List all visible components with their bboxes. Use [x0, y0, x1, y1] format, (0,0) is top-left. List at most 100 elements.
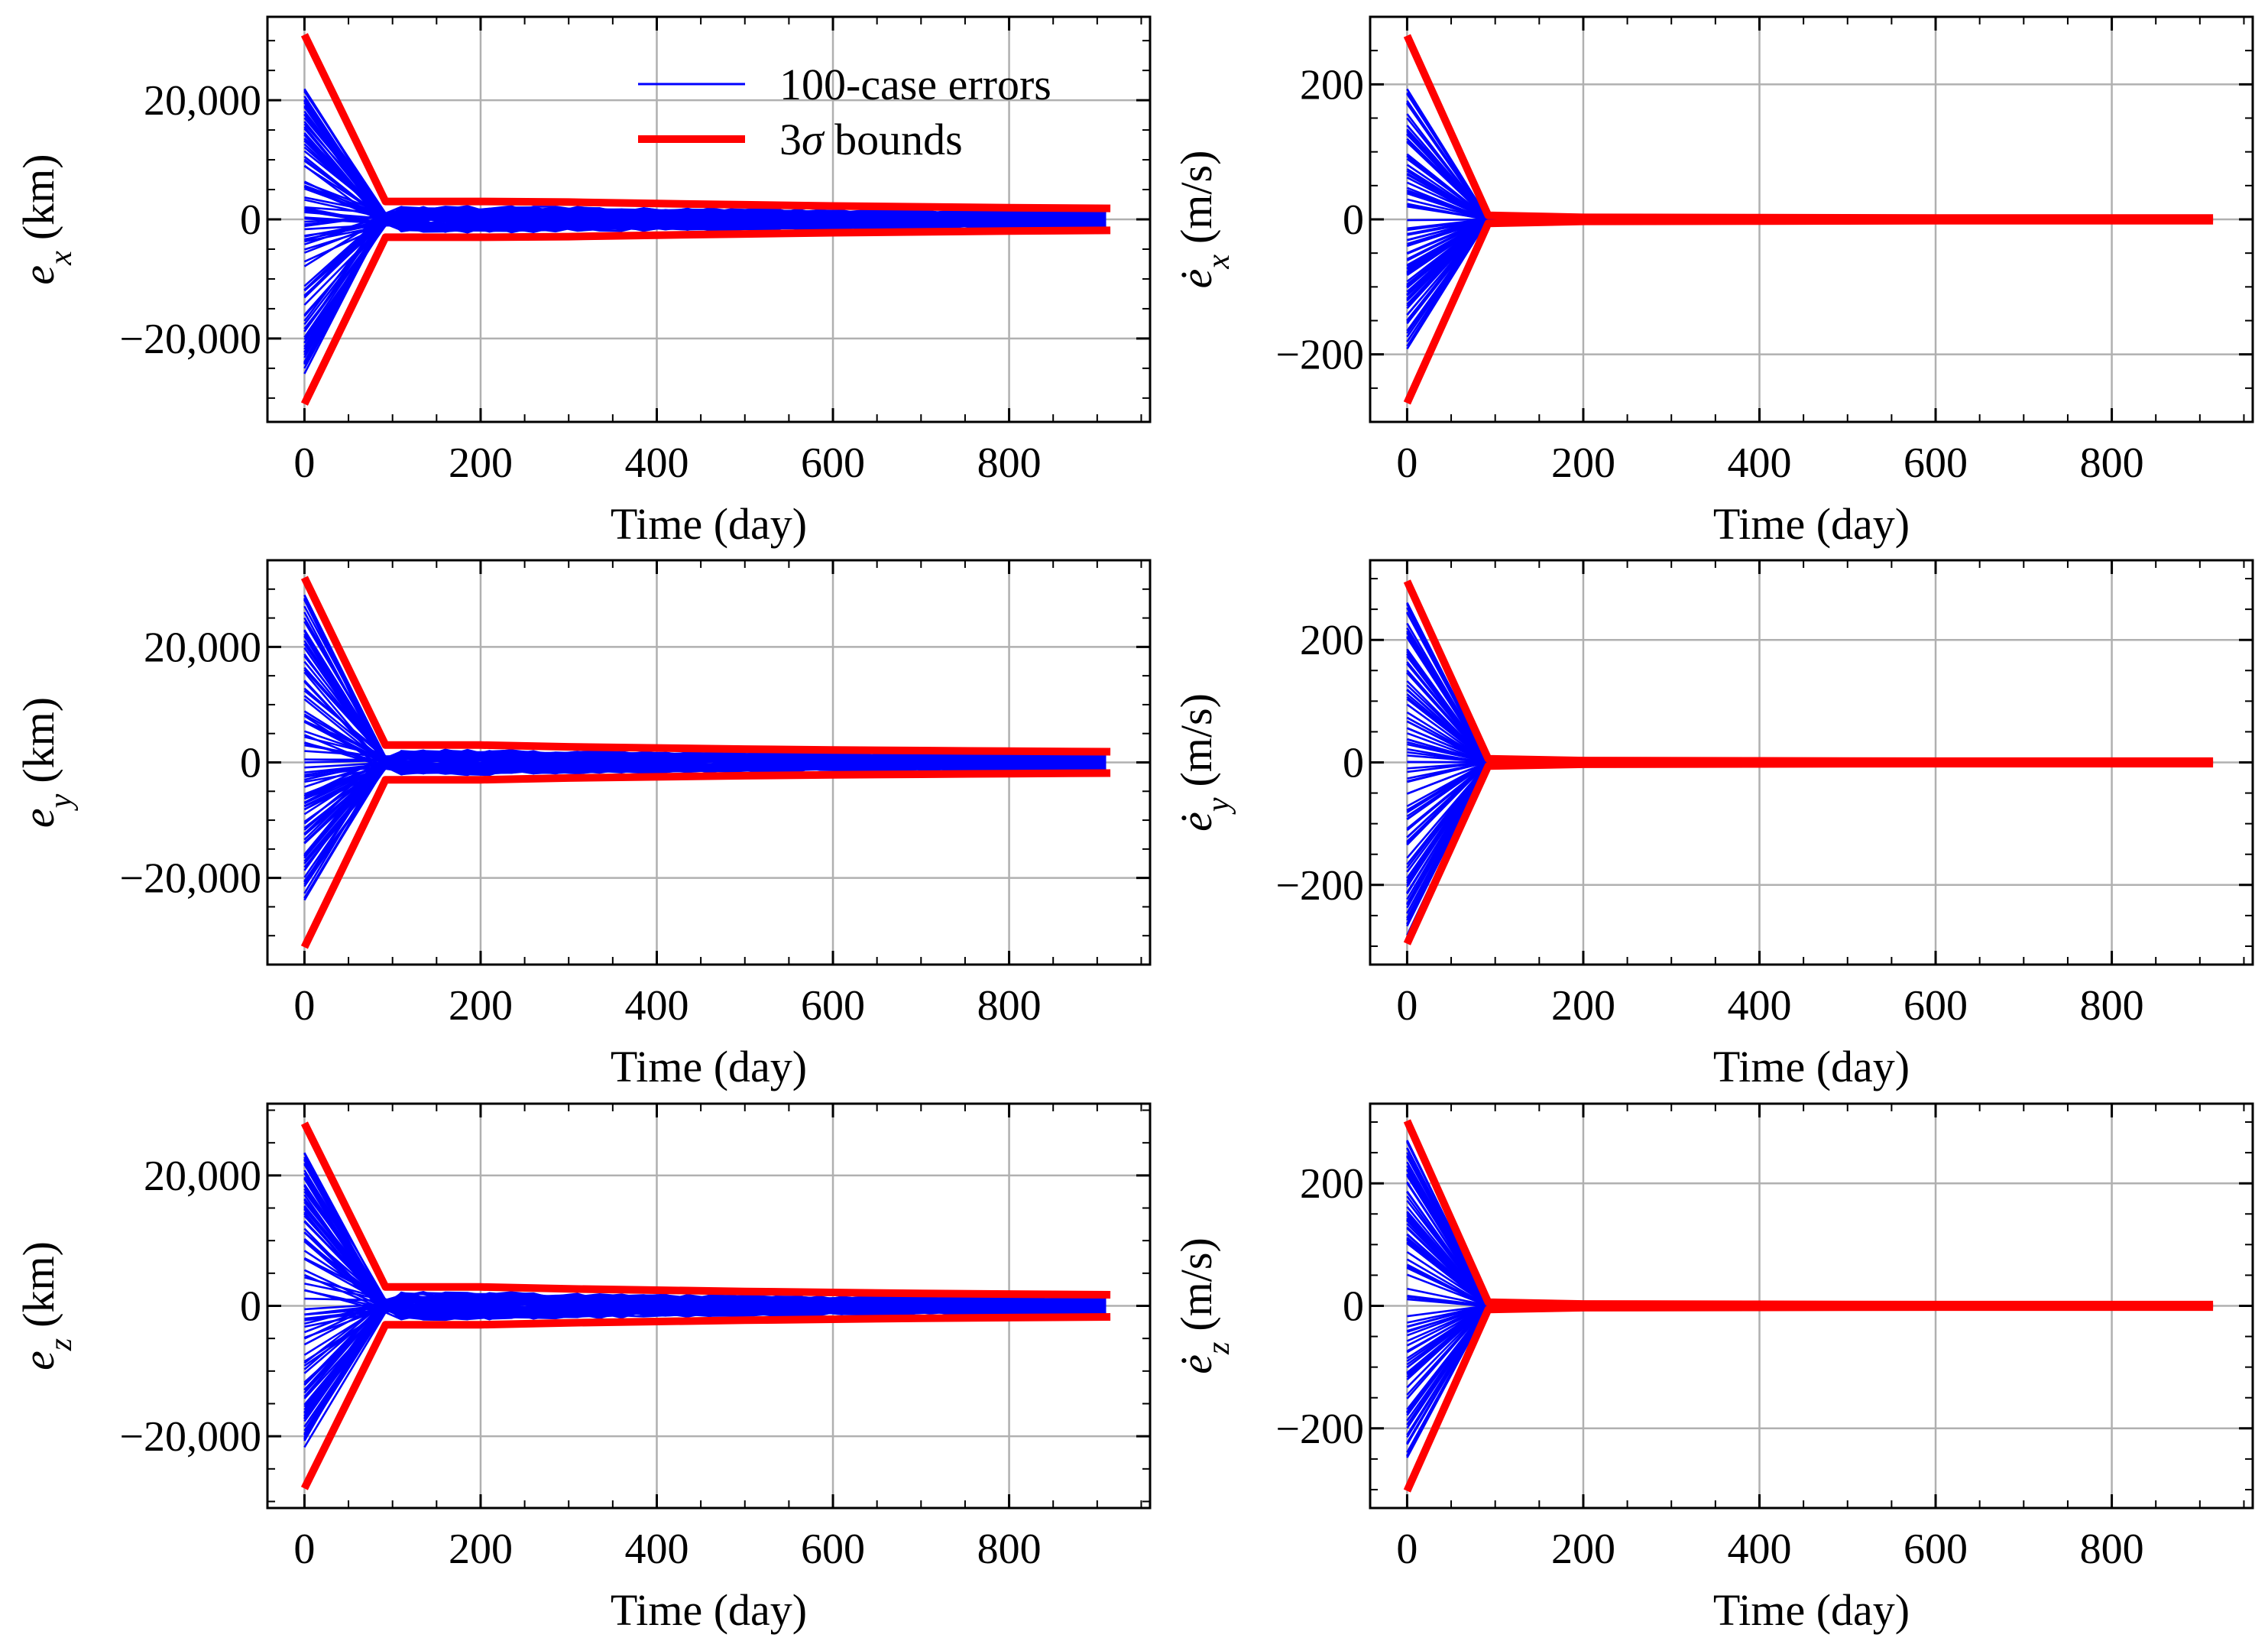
- chart-panel-ex: 0 200 400 600 800 −20,000 0 20,000 Time (day) ex(…: [14, 15, 1152, 549]
- y-axis-label: ey(km): [14, 697, 79, 828]
- upper-3sigma-bound: [300, 576, 1111, 756]
- y-tick-label: −200: [1275, 332, 1364, 379]
- error-case-line: [303, 1294, 1106, 1386]
- y-tick-label: 0: [1343, 1283, 1364, 1331]
- x-tick-label: 200: [449, 439, 513, 487]
- lower-3sigma-bound: [300, 226, 1111, 406]
- y-axis-label: ėx(m/s): [1171, 151, 1236, 289]
- y-tick-label: −200: [1275, 1406, 1364, 1453]
- lower-3sigma-bound: [1403, 1303, 2214, 1493]
- x-tick-label: 800: [977, 1526, 1042, 1573]
- data-layer: [300, 33, 1111, 406]
- y-tick-label: 0: [1343, 196, 1364, 244]
- y-axis-label: ėz(m/s): [1171, 1237, 1236, 1374]
- error-case-line: [303, 1231, 1106, 1316]
- y-tick-label: 20,000: [144, 77, 261, 125]
- x-tick-label: 200: [1551, 982, 1615, 1030]
- x-axis-label: Time (day): [1713, 1585, 1910, 1635]
- chart-panel-ez: 0 200 400 600 800 −20,000 0 20,000 Time (day) ez(…: [14, 1102, 1152, 1635]
- error-case-line: [303, 165, 1106, 232]
- upper-3sigma-bound: [300, 33, 1111, 212]
- error-case-line: [304, 754, 1106, 772]
- upper-3sigma-bound: [300, 1121, 1111, 1299]
- x-tick-label: 400: [1727, 982, 1791, 1030]
- y-tick-label: 0: [240, 740, 261, 787]
- legend: 100-case errors 3σ bounds: [638, 60, 1051, 164]
- y-tick-label: −20,000: [119, 316, 261, 363]
- x-tick-label: 800: [2080, 1526, 2144, 1573]
- y-tick-label: −20,000: [119, 1413, 261, 1461]
- x-tick-label: 400: [624, 439, 688, 487]
- y-tick-label: 20,000: [144, 1153, 261, 1200]
- data-layer: [300, 1121, 1111, 1490]
- x-tick-label: 400: [624, 1526, 688, 1573]
- data-layer: [1403, 1119, 2214, 1493]
- x-tick-label: 200: [449, 1526, 513, 1573]
- lower-3sigma-bound: [1403, 760, 2214, 945]
- x-axis-label: Time (day): [611, 1585, 807, 1635]
- x-tick-label: 0: [293, 439, 315, 487]
- x-axis-label: Time (day): [1713, 1042, 1910, 1091]
- error-case-line: [303, 128, 1106, 232]
- error-case-line: [303, 721, 1106, 772]
- y-tick-label: 200: [1300, 61, 1364, 109]
- y-tick-label: 200: [1300, 1160, 1364, 1208]
- y-tick-label: −200: [1275, 862, 1364, 910]
- y-tick-label: 20,000: [144, 624, 261, 671]
- y-tick-label: −20,000: [119, 855, 261, 903]
- x-tick-label: 400: [1727, 439, 1791, 487]
- x-tick-label: 0: [1396, 1526, 1418, 1573]
- error-case-line: [303, 1228, 1106, 1320]
- lower-3sigma-bound: [300, 769, 1111, 949]
- y-tick-label: 200: [1300, 617, 1364, 664]
- chart-panel-vy: 0 200 400 600 800 −200 0 200 Time (day) ėy(m/s): [1171, 559, 2254, 1091]
- chart-panel-ey: 0 200 400 600 800 −20,000 0 20,000 Time (day) ey(…: [14, 559, 1152, 1091]
- x-tick-label: 0: [293, 982, 315, 1030]
- lower-3sigma-bound: [300, 1313, 1111, 1490]
- data-layer: [1403, 34, 2214, 405]
- x-tick-label: 600: [1904, 982, 1968, 1030]
- y-axis-label: ex(km): [14, 154, 79, 284]
- chart-panel-vx: 0 200 400 600 800 −200 0 200 Time (day) ėx(m/s): [1171, 15, 2254, 549]
- x-tick-label: 800: [977, 982, 1042, 1030]
- x-tick-label: 200: [1551, 1526, 1615, 1573]
- y-axis-label: ez(km): [14, 1241, 79, 1370]
- legend-label: 3σ bounds: [779, 115, 963, 164]
- data-layer: [1403, 579, 2214, 945]
- x-tick-label: 400: [624, 982, 688, 1030]
- y-tick-label: 0: [240, 1283, 261, 1331]
- x-tick-label: 600: [1904, 1526, 1968, 1573]
- x-tick-label: 800: [2080, 439, 2144, 487]
- error-case-line: [303, 1221, 1106, 1319]
- x-axis-label: Time (day): [1713, 499, 1910, 549]
- y-axis-label: ėy(m/s): [1171, 693, 1236, 832]
- x-tick-label: 0: [1396, 439, 1418, 487]
- lower-3sigma-bound: [1403, 216, 2214, 405]
- error-case-line: [303, 751, 1106, 805]
- y-tick-label: 0: [240, 196, 261, 244]
- chart-panel-vz: 0 200 400 600 800 −200 0 200 Time (day) ėz(m/s): [1171, 1102, 2254, 1635]
- x-tick-label: 600: [801, 1526, 865, 1573]
- error-case-line: [303, 748, 1106, 836]
- error-case-line: [303, 753, 1106, 798]
- x-axis-label: Time (day): [611, 499, 807, 549]
- error-case-line: [303, 1158, 1106, 1316]
- x-tick-label: 0: [1396, 982, 1418, 1030]
- error-case-line: [303, 1215, 1106, 1318]
- error-case-line: [303, 208, 1106, 291]
- error-case-line: [303, 146, 1106, 229]
- x-tick-label: 800: [977, 439, 1042, 487]
- x-tick-label: 600: [801, 982, 865, 1030]
- x-tick-label: 200: [1551, 439, 1615, 487]
- x-tick-label: 800: [2080, 982, 2144, 1030]
- x-tick-label: 400: [1727, 1526, 1791, 1573]
- data-layer: [300, 576, 1111, 949]
- x-tick-label: 600: [801, 439, 865, 487]
- x-tick-label: 200: [449, 982, 513, 1030]
- x-tick-label: 600: [1904, 439, 1968, 487]
- legend-label: 100-case errors: [779, 60, 1051, 109]
- y-tick-label: 0: [1343, 740, 1364, 787]
- x-tick-label: 0: [293, 1526, 315, 1573]
- x-axis-label: Time (day): [611, 1042, 807, 1091]
